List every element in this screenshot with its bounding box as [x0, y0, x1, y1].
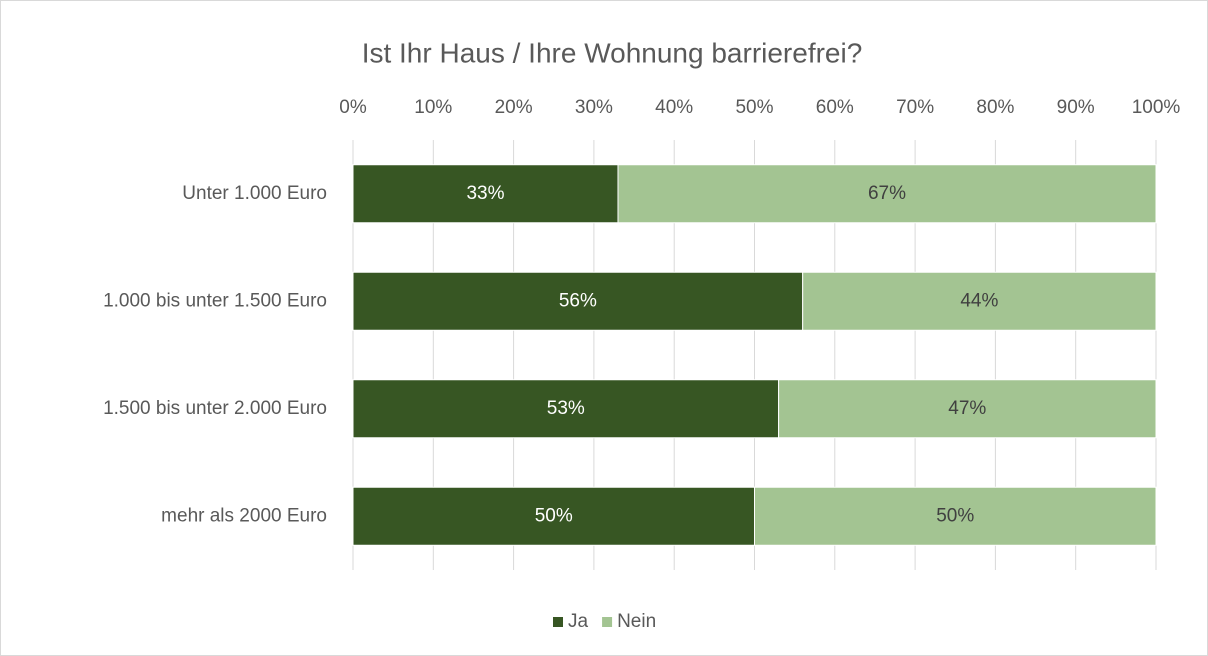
x-tick-label: 30%	[575, 97, 613, 118]
x-tick-label: 40%	[655, 97, 693, 118]
y-tick-label: mehr als 2000 Euro	[161, 505, 327, 526]
legend-label: Nein	[617, 611, 656, 632]
data-label: 33%	[466, 183, 504, 204]
legend-swatch	[602, 617, 613, 627]
bar-segment	[778, 379, 1157, 439]
bar-segment	[352, 379, 780, 439]
x-tick-label: 10%	[414, 97, 452, 118]
data-label: 53%	[547, 398, 585, 419]
x-tick-label: 70%	[896, 97, 934, 118]
y-tick-label: Unter 1.000 Euro	[182, 183, 327, 204]
data-label: 47%	[948, 398, 986, 419]
y-tick-label: 1.000 bis unter 1.500 Euro	[103, 290, 327, 311]
bar-segment	[617, 164, 1157, 224]
y-tick-label: 1.500 bis unter 2.000 Euro	[103, 398, 327, 419]
x-tick-label: 0%	[339, 97, 367, 118]
data-label: 44%	[960, 290, 998, 311]
bar-segment	[352, 271, 804, 331]
data-label: 50%	[535, 505, 573, 526]
x-tick-label: 100%	[1132, 97, 1181, 118]
x-tick-label: 20%	[495, 97, 533, 118]
data-label: 50%	[936, 505, 974, 526]
data-label: 56%	[559, 290, 597, 311]
bar-segment	[352, 164, 619, 224]
x-tick-label: 60%	[816, 97, 854, 118]
x-tick-label: 50%	[735, 97, 773, 118]
bar-segment	[754, 486, 1157, 546]
x-tick-label: 80%	[976, 97, 1014, 118]
legend-swatch	[553, 617, 563, 627]
legend-label: Ja	[568, 611, 589, 632]
chart-title: Ist Ihr Haus / Ihre Wohnung barrierefrei…	[362, 37, 863, 68]
bar-segment	[802, 271, 1157, 331]
x-tick-label: 90%	[1057, 97, 1095, 118]
data-label: 67%	[868, 183, 906, 204]
